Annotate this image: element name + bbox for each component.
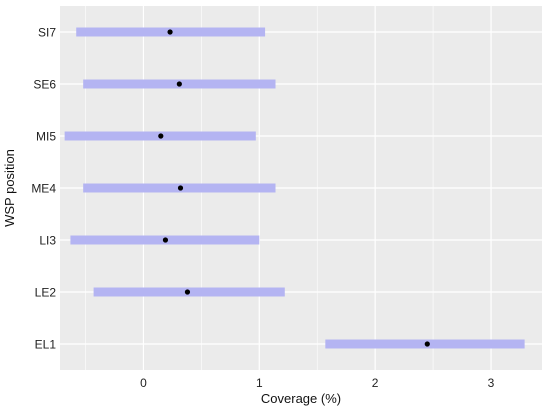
y-tick-label: SI7 <box>38 26 56 40</box>
point-se6 <box>176 81 182 87</box>
x-tick-label: 1 <box>256 376 263 390</box>
y-tick-label: LE2 <box>35 286 57 300</box>
point-el1 <box>424 341 430 347</box>
x-axis-title: Coverage (%) <box>261 391 341 406</box>
point-li3 <box>162 237 169 243</box>
y-tick-label: ME4 <box>31 182 56 196</box>
x-tick-labels: 0 1 2 3 <box>140 376 495 390</box>
point-layer <box>158 29 430 347</box>
y-tick-label: EL1 <box>35 338 57 352</box>
y-tick-label: SE6 <box>33 78 56 92</box>
point-me4 <box>177 185 184 191</box>
y-tick-labels: SI7 SE6 MI5 ME4 LI3 LE2 EL1 <box>31 26 56 352</box>
x-tick-label: 0 <box>140 376 147 390</box>
point-si7 <box>167 29 173 35</box>
y-tick-label: MI5 <box>36 130 56 144</box>
y-tick-label: LI3 <box>39 234 56 248</box>
x-tick-label: 3 <box>488 376 495 390</box>
x-tick-label: 2 <box>372 376 379 390</box>
point-le2 <box>184 289 191 295</box>
point-mi5 <box>158 133 164 139</box>
y-axis-title: WSP position <box>2 149 17 227</box>
